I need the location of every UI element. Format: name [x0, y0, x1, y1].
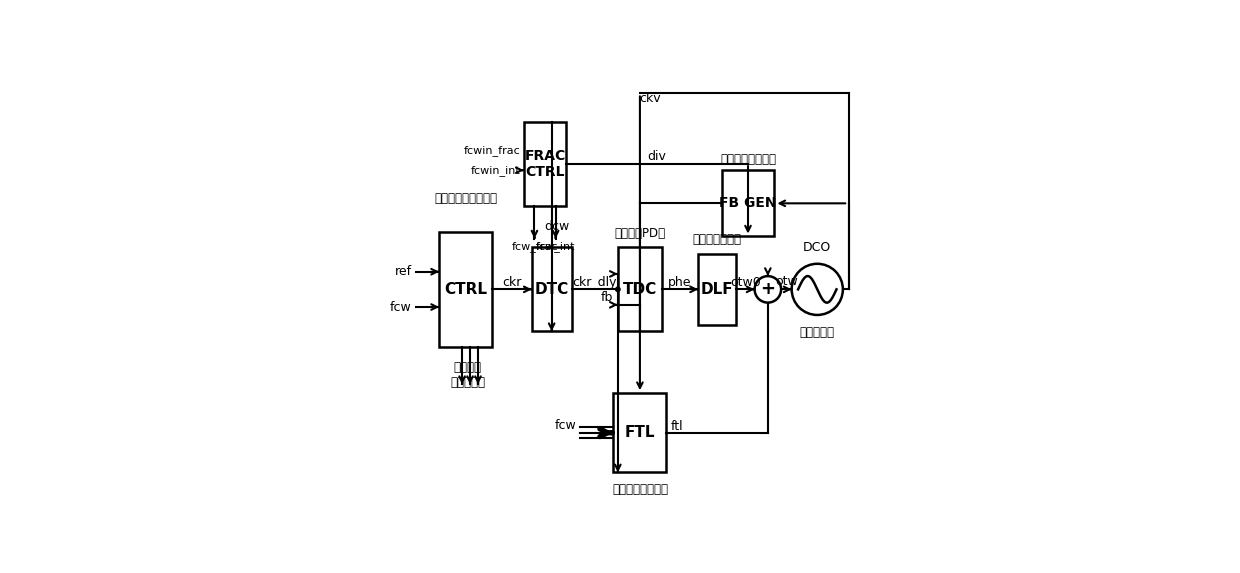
- Text: fb: fb: [600, 291, 613, 304]
- Text: FRAC
CTRL: FRAC CTRL: [525, 148, 565, 179]
- Text: dcw: dcw: [544, 220, 569, 233]
- Text: TDC: TDC: [622, 282, 657, 297]
- Bar: [618, 248, 662, 331]
- Text: FB GEN: FB GEN: [719, 197, 776, 210]
- Text: fcw_int: fcw_int: [536, 241, 575, 252]
- Text: div: div: [647, 150, 667, 163]
- Text: 数字环路滤波器: 数字环路滤波器: [693, 233, 742, 246]
- Text: ckr_dly: ckr_dly: [573, 276, 618, 289]
- Circle shape: [615, 287, 620, 292]
- Circle shape: [791, 264, 843, 315]
- Text: fcw: fcw: [556, 419, 577, 432]
- Bar: [614, 393, 666, 473]
- Text: phe: phe: [668, 276, 692, 289]
- Text: 鉴相器（PD）: 鉴相器（PD）: [614, 227, 666, 240]
- Text: 其他时钟
与控制信号: 其他时钟 与控制信号: [450, 362, 485, 390]
- Text: fcw_frac: fcw_frac: [511, 241, 558, 252]
- Text: DCO: DCO: [804, 241, 831, 253]
- Text: ckr: ckr: [502, 276, 522, 289]
- Text: FTL: FTL: [625, 425, 655, 440]
- Text: fcwin_frac: fcwin_frac: [464, 145, 521, 156]
- Text: ftl: ftl: [671, 419, 683, 433]
- Text: 辅助频率锁定环路: 辅助频率锁定环路: [611, 482, 668, 496]
- Text: fcwin_int: fcwin_int: [471, 165, 521, 176]
- Bar: [439, 232, 492, 347]
- Text: +: +: [760, 280, 775, 299]
- Bar: [698, 254, 737, 325]
- Text: DTC: DTC: [534, 282, 569, 297]
- Text: fcw: fcw: [391, 300, 412, 313]
- Text: otw: otw: [775, 275, 797, 288]
- Text: ref: ref: [394, 265, 412, 278]
- Text: DLF: DLF: [701, 282, 733, 297]
- Text: otw0: otw0: [730, 276, 760, 289]
- Bar: [722, 170, 775, 237]
- Bar: [523, 121, 567, 206]
- Text: 反馈信号产生电路: 反馈信号产生电路: [720, 153, 776, 166]
- Text: CTRL: CTRL: [444, 282, 487, 297]
- Text: 时钟产生与控制电路: 时钟产生与控制电路: [434, 193, 497, 205]
- Text: 数控振荡器: 数控振荡器: [800, 326, 835, 339]
- Bar: [532, 248, 572, 331]
- Circle shape: [755, 276, 781, 303]
- Text: ckv: ckv: [639, 92, 661, 105]
